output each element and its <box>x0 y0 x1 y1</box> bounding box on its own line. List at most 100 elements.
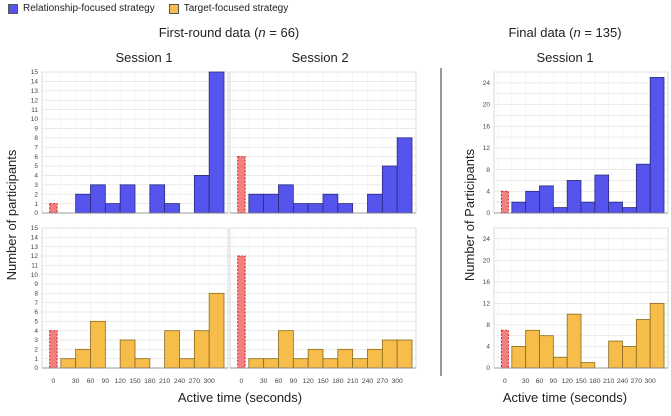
legend-item-target[interactable]: Target-focused strategy <box>168 3 289 14</box>
x-tick-label-0-0: 30 <box>72 378 80 385</box>
y-tick-label-1-0: 4 <box>486 189 490 196</box>
session-header-1-0: Session 1 <box>536 50 593 65</box>
x-tick-label-0-1: 150 <box>317 378 329 385</box>
y-tick-label-0-2: 5 <box>34 319 38 326</box>
histogram-bar-0-1-9 <box>381 165 398 214</box>
x-tick-label-1-0: 270 <box>631 378 643 385</box>
histogram-bar-0-1-10 <box>396 137 413 214</box>
legend-swatch-relationship <box>8 3 18 14</box>
histogram-bar-1-1-4 <box>566 313 582 369</box>
histogram-bar-0-3-3 <box>292 358 309 369</box>
histogram-bar-0-3-7 <box>352 358 368 369</box>
zero-time-bar-1-1 <box>500 329 509 369</box>
legend: Relationship-focused strategy Target-foc… <box>8 3 288 14</box>
histogram-bar-1-0-3 <box>552 207 568 214</box>
y-tick-label-1-1: 12 <box>483 301 491 308</box>
x-tick-label-0-0: 180 <box>144 378 156 385</box>
x-tick-label-0-0: 270 <box>189 378 201 385</box>
histogram-bar-0-1-2 <box>278 184 294 214</box>
y-tick-label-0-0: 1 <box>34 201 38 208</box>
histogram-bar-0-0-10 <box>208 71 225 214</box>
y-tick-label-0-2: 11 <box>31 263 38 270</box>
y-tick-label-0-2: 14 <box>31 235 39 242</box>
y-tick-label-0-2: 0 <box>34 365 38 372</box>
y-tick-label-0-2: 9 <box>34 281 38 288</box>
x-axis-label-0: Active time (seconds) <box>178 390 302 405</box>
histogram-bar-0-3-10 <box>396 339 413 369</box>
x-tick-label-1-0: 60 <box>536 378 544 385</box>
y-tick-label-0-0: 4 <box>34 173 38 180</box>
session-header-0-1: Session 2 <box>291 50 348 65</box>
histogram-bar-0-1-6 <box>337 203 354 214</box>
y-tick-label-0-2: 3 <box>34 337 38 344</box>
y-tick-label-1-0: 24 <box>483 80 491 87</box>
x-tick-label-0-1: 90 <box>290 378 298 385</box>
legend-swatch-target <box>168 3 179 14</box>
histogram-bar-1-0-0 <box>511 201 527 214</box>
y-tick-label-0-2: 13 <box>31 244 39 251</box>
histogram-bar-1-0-2 <box>539 185 554 214</box>
y-tick-label-0-0: 15 <box>31 69 39 76</box>
x-tick-label-1-0: 30 <box>522 378 530 385</box>
histogram-bar-0-1-3 <box>292 203 309 214</box>
histogram-bar-1-1-5 <box>580 362 596 369</box>
session-header-0-0: Session 1 <box>115 50 172 65</box>
histogram-bar-0-1-5 <box>322 193 339 214</box>
x-tick-label-0-0: 240 <box>174 378 186 385</box>
histogram-bar-1-1-2 <box>539 335 554 369</box>
x-tick-label-1-0: 90 <box>550 378 558 385</box>
histogram-bar-0-0-2 <box>90 184 106 214</box>
chart-title-0: First-round data (n = 66) <box>159 25 300 40</box>
histogram-bar-0-3-0 <box>248 358 265 369</box>
chart-title-1: Final data (n = 135) <box>508 25 621 40</box>
histogram-bar-0-0-4 <box>119 184 136 214</box>
histogram-bar-0-3-5 <box>322 358 339 369</box>
histogram-bar-0-1-8 <box>367 193 383 214</box>
histogram-bar-1-0-10 <box>649 77 665 214</box>
y-tick-label-1-1: 20 <box>483 258 491 265</box>
histogram-bar-0-3-2 <box>278 330 294 369</box>
y-tick-label-0-0: 12 <box>31 97 39 104</box>
x-tick-label-0-0: 210 <box>159 378 171 385</box>
y-tick-label-1-1: 0 <box>486 365 490 372</box>
y-tick-label-1-0: 20 <box>483 102 491 109</box>
histogram-bar-1-0-4 <box>566 180 582 214</box>
x-tick-label-0-0: 150 <box>129 378 141 385</box>
histogram-bar-1-0-1 <box>525 190 540 214</box>
y-tick-label-0-0: 9 <box>34 126 38 133</box>
x-tick-label-0-1: 60 <box>275 378 283 385</box>
x-tick-label-0-0: 0 <box>52 378 56 385</box>
y-tick-label-0-2: 10 <box>31 272 39 279</box>
histogram-bar-0-2-4 <box>119 339 136 369</box>
y-tick-label-0-0: 2 <box>34 191 38 198</box>
zero-time-bar-0-0 <box>49 203 58 214</box>
y-tick-label-0-2: 8 <box>34 291 38 298</box>
histogram-bar-0-2-1 <box>75 348 91 369</box>
x-tick-label-0-0: 90 <box>102 378 110 385</box>
x-tick-label-0-1: 300 <box>391 378 403 385</box>
y-tick-label-0-0: 3 <box>34 182 38 189</box>
histogram-bar-0-3-6 <box>337 348 354 369</box>
legend-item-relationship[interactable]: Relationship-focused strategy <box>8 3 155 14</box>
y-tick-label-0-0: 11 <box>31 107 38 114</box>
histogram-bar-0-0-7 <box>164 203 180 214</box>
y-tick-label-0-2: 15 <box>31 225 39 232</box>
histogram-bar-0-3-1 <box>263 358 279 369</box>
legend-label-target: Target-focused strategy <box>183 3 289 14</box>
legend-label-relationship: Relationship-focused strategy <box>23 3 155 14</box>
x-tick-label-0-1: 0 <box>240 378 244 385</box>
histogram-bar-1-0-6 <box>594 174 610 214</box>
x-tick-label-0-0: 120 <box>114 378 126 385</box>
x-tick-label-0-1: 120 <box>302 378 314 385</box>
histogram-bar-0-2-0 <box>60 358 77 369</box>
zero-time-bar-0-1 <box>237 156 246 214</box>
histogram-bar-0-0-3 <box>104 203 121 214</box>
histogram-bar-0-0-9 <box>193 174 210 214</box>
y-tick-label-0-0: 14 <box>31 79 39 86</box>
y-tick-label-0-2: 6 <box>34 309 38 316</box>
histogram-bar-0-1-1 <box>263 193 279 214</box>
histogram-bar-0-2-9 <box>193 330 210 369</box>
histogram-bar-0-1-0 <box>248 193 265 214</box>
x-tick-label-0-1: 30 <box>260 378 268 385</box>
histogram-bar-1-1-8 <box>622 346 637 369</box>
